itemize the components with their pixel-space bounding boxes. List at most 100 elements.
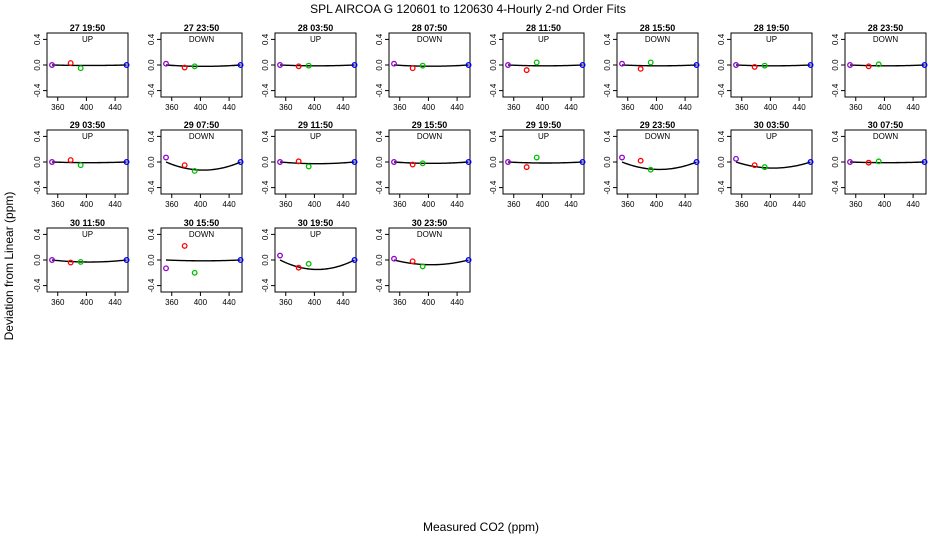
y-tick-label: 0.4 bbox=[717, 130, 726, 142]
panel-label: 30 11:50 bbox=[70, 218, 105, 228]
y-tick-label: 0.4 bbox=[375, 33, 384, 45]
data-point bbox=[237, 62, 244, 68]
y-tick-label: 0.4 bbox=[717, 33, 726, 45]
data-point bbox=[49, 62, 55, 68]
data-point bbox=[419, 263, 426, 270]
x-tick-label: 400 bbox=[536, 103, 550, 112]
data-point bbox=[637, 65, 644, 72]
panel-direction: UP bbox=[538, 35, 549, 44]
x-tick-label: 400 bbox=[422, 200, 436, 209]
data-point bbox=[619, 154, 625, 161]
y-tick-label: 0.0 bbox=[717, 156, 726, 168]
fit-curve bbox=[621, 64, 697, 67]
fit-curve bbox=[849, 64, 925, 67]
x-tick-label: 400 bbox=[536, 200, 550, 209]
y-tick-label: 0.0 bbox=[261, 156, 270, 168]
panel: 29 07:50 DOWN -0.4 0.0 0.4 360 400 440 bbox=[147, 120, 244, 209]
y-tick-label: 0.0 bbox=[147, 59, 156, 71]
y-tick-label: 0.0 bbox=[603, 156, 612, 168]
x-tick-label: 440 bbox=[906, 103, 920, 112]
x-tick-label: 400 bbox=[194, 200, 208, 209]
panel: 30 15:50 DOWN -0.4 0.0 0.4 360 400 440 bbox=[147, 218, 244, 307]
data-point bbox=[351, 62, 358, 68]
panel-direction: DOWN bbox=[417, 132, 443, 141]
y-tick-label: 0.0 bbox=[603, 59, 612, 71]
fit-curve bbox=[735, 64, 811, 67]
data-point bbox=[305, 260, 312, 267]
y-tick-label: 0.0 bbox=[147, 254, 156, 266]
data-point bbox=[847, 62, 853, 68]
panel: 29 03:50 UP -0.4 0.0 0.4 360 400 440 bbox=[33, 120, 130, 209]
data-point bbox=[191, 168, 198, 174]
y-tick-label: 0.4 bbox=[375, 228, 384, 240]
data-point bbox=[181, 242, 188, 249]
x-tick-label: 400 bbox=[308, 200, 322, 209]
fit-curve bbox=[51, 161, 127, 164]
data-point bbox=[419, 62, 426, 69]
panel: 28 15:50 DOWN -0.4 0.0 0.4 360 400 440 bbox=[603, 23, 700, 112]
x-axis-label: Measured CO2 (ppm) bbox=[423, 520, 539, 534]
data-point bbox=[181, 162, 188, 169]
panel: 28 03:50 UP -0.4 0.0 0.4 360 400 440 bbox=[261, 23, 358, 112]
data-point bbox=[875, 158, 882, 165]
x-tick-label: 360 bbox=[393, 103, 407, 112]
y-tick-label: 0.4 bbox=[147, 228, 156, 240]
x-tick-label: 360 bbox=[393, 298, 407, 307]
data-point bbox=[295, 264, 302, 271]
data-point bbox=[351, 257, 358, 263]
data-point bbox=[619, 60, 625, 67]
data-point bbox=[49, 159, 55, 165]
data-point bbox=[761, 62, 768, 69]
y-tick-label: 0.0 bbox=[33, 254, 42, 266]
x-tick-label: 400 bbox=[764, 103, 778, 112]
y-tick-label: -0.4 bbox=[717, 180, 726, 194]
panel: 30 07:50 DOWN -0.4 0.0 0.4 360 400 440 bbox=[831, 120, 928, 209]
data-point bbox=[847, 159, 853, 165]
panel-label: 29 23:50 bbox=[640, 120, 676, 130]
data-point bbox=[295, 158, 302, 165]
x-tick-label: 440 bbox=[108, 103, 122, 112]
panel-label: 30 23:50 bbox=[412, 218, 448, 228]
x-tick-label: 440 bbox=[792, 200, 806, 209]
y-tick-label: 0.0 bbox=[261, 59, 270, 71]
data-point bbox=[77, 65, 84, 72]
fit-curve bbox=[507, 161, 583, 164]
x-tick-label: 440 bbox=[108, 298, 122, 307]
data-point bbox=[647, 166, 654, 173]
panel-direction: DOWN bbox=[873, 132, 899, 141]
y-tick-label: -0.4 bbox=[717, 83, 726, 97]
data-point bbox=[921, 62, 928, 68]
data-point bbox=[391, 159, 397, 165]
y-tick-label: -0.4 bbox=[33, 180, 42, 194]
panel-label: 30 15:50 bbox=[184, 218, 220, 228]
x-tick-label: 360 bbox=[621, 200, 635, 209]
panel-direction: DOWN bbox=[189, 35, 215, 44]
panel: 29 19:50 UP -0.4 0.0 0.4 360 400 440 bbox=[489, 120, 586, 209]
data-point bbox=[123, 257, 130, 263]
panel-label: 29 03:50 bbox=[70, 120, 106, 130]
y-tick-label: 0.4 bbox=[831, 130, 840, 142]
x-tick-label: 400 bbox=[80, 298, 94, 307]
y-tick-label: 0.4 bbox=[147, 130, 156, 142]
panel-label: 27 19:50 bbox=[70, 23, 106, 33]
x-tick-label: 360 bbox=[735, 200, 749, 209]
data-point bbox=[807, 62, 814, 68]
panel-label: 28 19:50 bbox=[754, 23, 790, 33]
panel: 27 23:50 DOWN -0.4 0.0 0.4 360 400 440 bbox=[147, 23, 244, 112]
data-point bbox=[505, 62, 511, 68]
panel-direction: DOWN bbox=[189, 132, 215, 141]
data-point bbox=[351, 159, 358, 165]
panel-direction: DOWN bbox=[645, 35, 671, 44]
y-tick-label: -0.4 bbox=[33, 83, 42, 97]
data-point bbox=[523, 67, 530, 74]
y-tick-label: 0.4 bbox=[375, 130, 384, 142]
x-tick-label: 360 bbox=[51, 103, 65, 112]
panel-direction: UP bbox=[310, 35, 321, 44]
x-tick-label: 400 bbox=[650, 200, 664, 209]
data-point bbox=[647, 59, 654, 66]
data-point bbox=[305, 163, 312, 170]
fit-curve bbox=[165, 161, 241, 171]
x-tick-label: 400 bbox=[422, 103, 436, 112]
panel-direction: UP bbox=[82, 230, 93, 239]
fit-curve bbox=[393, 64, 469, 67]
